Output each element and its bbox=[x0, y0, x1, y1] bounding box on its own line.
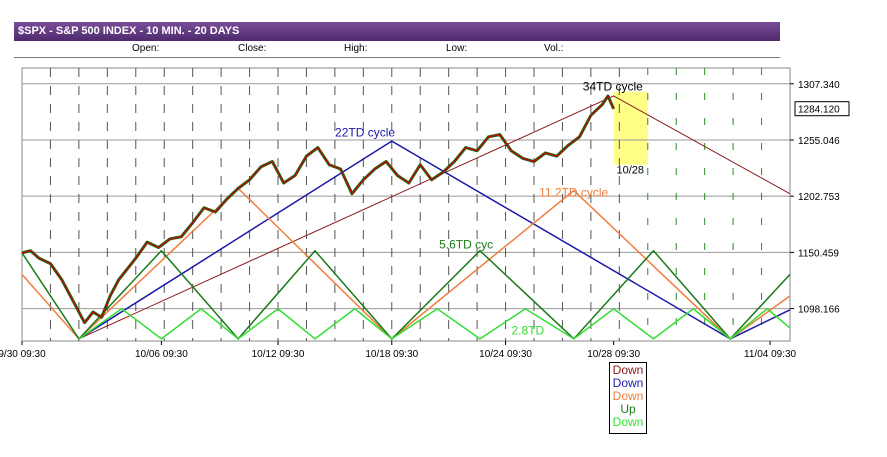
legend-11td-direction: Down bbox=[612, 389, 644, 403]
x-tick-label: 10/24 09:30 bbox=[479, 349, 532, 360]
low-label: Low: bbox=[446, 43, 468, 54]
cycle-direction-legend: Down Down Down Up Down bbox=[609, 362, 647, 434]
cycle-annotation: 11.2TD cycle bbox=[539, 186, 608, 200]
current-price-label: 1284.120 bbox=[798, 105, 840, 116]
chart-title-bar: $SPX - S&P 500 INDEX - 10 MIN. - 20 DAYS bbox=[14, 22, 780, 41]
x-tick-label: 10/06 09:30 bbox=[135, 349, 188, 360]
x-tick-label: 9/30 09:30 bbox=[0, 349, 46, 360]
legend-5-6td-direction: Up bbox=[620, 402, 636, 416]
y-tick-label: 1150.459 bbox=[798, 248, 839, 259]
y-tick-label: 1307.340 bbox=[798, 80, 840, 91]
x-tick-label: 10/18 09:30 bbox=[365, 349, 418, 360]
cycle-34td-line bbox=[78, 95, 791, 340]
x-tick-label: 11/04 09:30 bbox=[744, 349, 797, 360]
y-tick-label: 1098.166 bbox=[798, 305, 840, 316]
price-line-shadow bbox=[21, 94, 616, 325]
x-tick-label: 10/28 09:30 bbox=[587, 349, 640, 360]
current-price-box bbox=[794, 101, 850, 117]
cycle-11-2td-line bbox=[21, 187, 791, 340]
cycle-2-8td-line bbox=[78, 307, 791, 340]
x-tick-label: 10/12 09:30 bbox=[252, 349, 305, 360]
cycle-annotation: 22TD cycle bbox=[335, 125, 395, 139]
cycle-annotation: 2.8TD bbox=[512, 323, 545, 337]
close-label: Close: bbox=[238, 43, 267, 54]
legend-2-8td-direction: Down bbox=[612, 415, 644, 429]
volume-label: Vol.: bbox=[544, 43, 564, 54]
price-line bbox=[21, 95, 615, 324]
legend-34td-direction: Down bbox=[612, 363, 644, 377]
open-label: Open: bbox=[132, 43, 160, 54]
chart-title: $SPX - S&P 500 INDEX - 10 MIN. - 20 DAYS bbox=[18, 25, 240, 37]
plot-area bbox=[21, 67, 791, 342]
highlight-date-label: 10/28 bbox=[616, 164, 644, 176]
cycle-annotation: 34TD cycle bbox=[583, 79, 643, 93]
high-label: High: bbox=[344, 43, 368, 54]
legend-22td-direction: Down bbox=[612, 376, 644, 390]
y-tick-label: 1202.753 bbox=[798, 192, 840, 203]
cycle-annotation: 5.6TD cyc bbox=[439, 237, 493, 251]
cycle-5-6td-line bbox=[21, 249, 791, 341]
current-bar-highlight bbox=[613, 91, 648, 165]
ohlc-readout: Open: Close: High: Low: Vol.: bbox=[14, 41, 780, 58]
cycle-22td-line bbox=[78, 140, 791, 340]
y-tick-label: 1255.046 bbox=[798, 136, 840, 147]
